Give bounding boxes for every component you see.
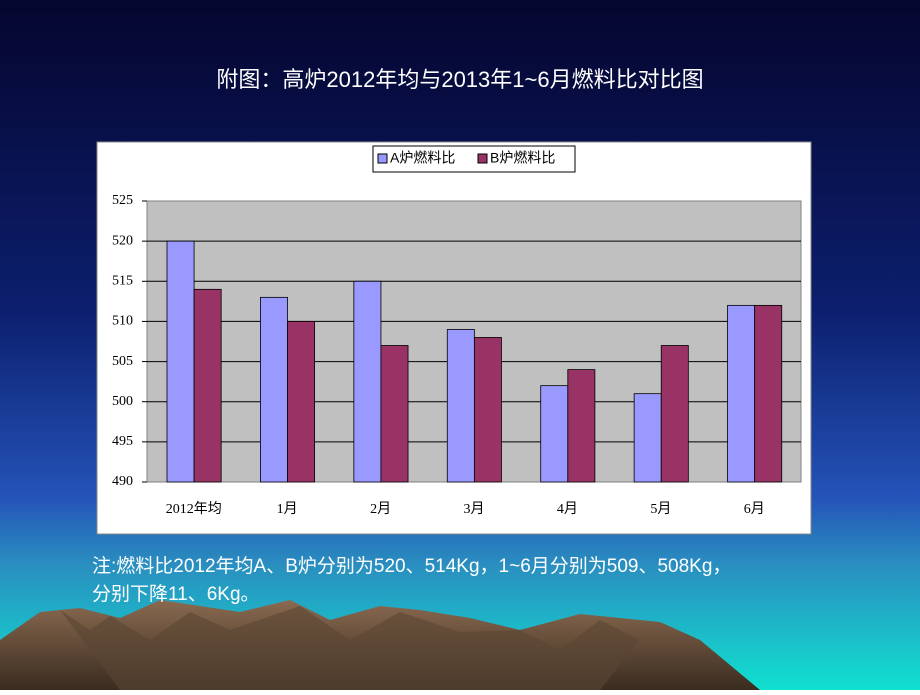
bar [260, 296, 288, 483]
note-line: 注:燃料比2012年均A、B炉分别为520、514Kg，1~6月分别为509、5… [92, 555, 731, 577]
bar [754, 304, 783, 483]
legend-swatch [477, 153, 488, 164]
legend-swatch [377, 153, 388, 164]
bar [193, 288, 222, 483]
x-tick-label: 4月 [557, 501, 578, 517]
x-tick-label: 3月 [464, 501, 485, 517]
x-tick-label: 6月 [744, 501, 765, 517]
bar [633, 393, 662, 483]
bar [567, 369, 596, 483]
legend-label: B炉燃料比 [490, 150, 555, 166]
y-tick-label: 500 [112, 394, 133, 409]
y-tick-label: 505 [112, 354, 133, 369]
bar [353, 280, 382, 483]
bar [446, 329, 475, 483]
bar [660, 345, 689, 483]
y-tick-label: 520 [112, 233, 133, 248]
bar [166, 240, 195, 483]
bar [287, 321, 316, 483]
bar [727, 304, 756, 483]
y-tick-label: 490 [112, 474, 133, 489]
x-tick-label: 2012年均 [166, 501, 222, 517]
x-tick-label: 2月 [370, 501, 391, 517]
bar [540, 385, 569, 483]
y-tick-label: 495 [112, 434, 133, 449]
y-tick-label: 510 [112, 314, 133, 329]
y-tick-label: 525 [112, 193, 133, 208]
x-tick-label: 1月 [277, 501, 298, 517]
legend-label: A炉燃料比 [390, 150, 455, 166]
y-tick-label: 515 [112, 274, 133, 289]
mountain-shade [60, 606, 640, 690]
slide-title: 附图：高炉2012年均与2013年1~6月燃料比对比图 [216, 67, 703, 92]
bar [380, 345, 409, 483]
legend [372, 145, 576, 173]
x-tick-label: 5月 [650, 501, 671, 517]
bar [473, 337, 502, 483]
note-line: 分别下降11、6Kg。 [92, 583, 260, 605]
